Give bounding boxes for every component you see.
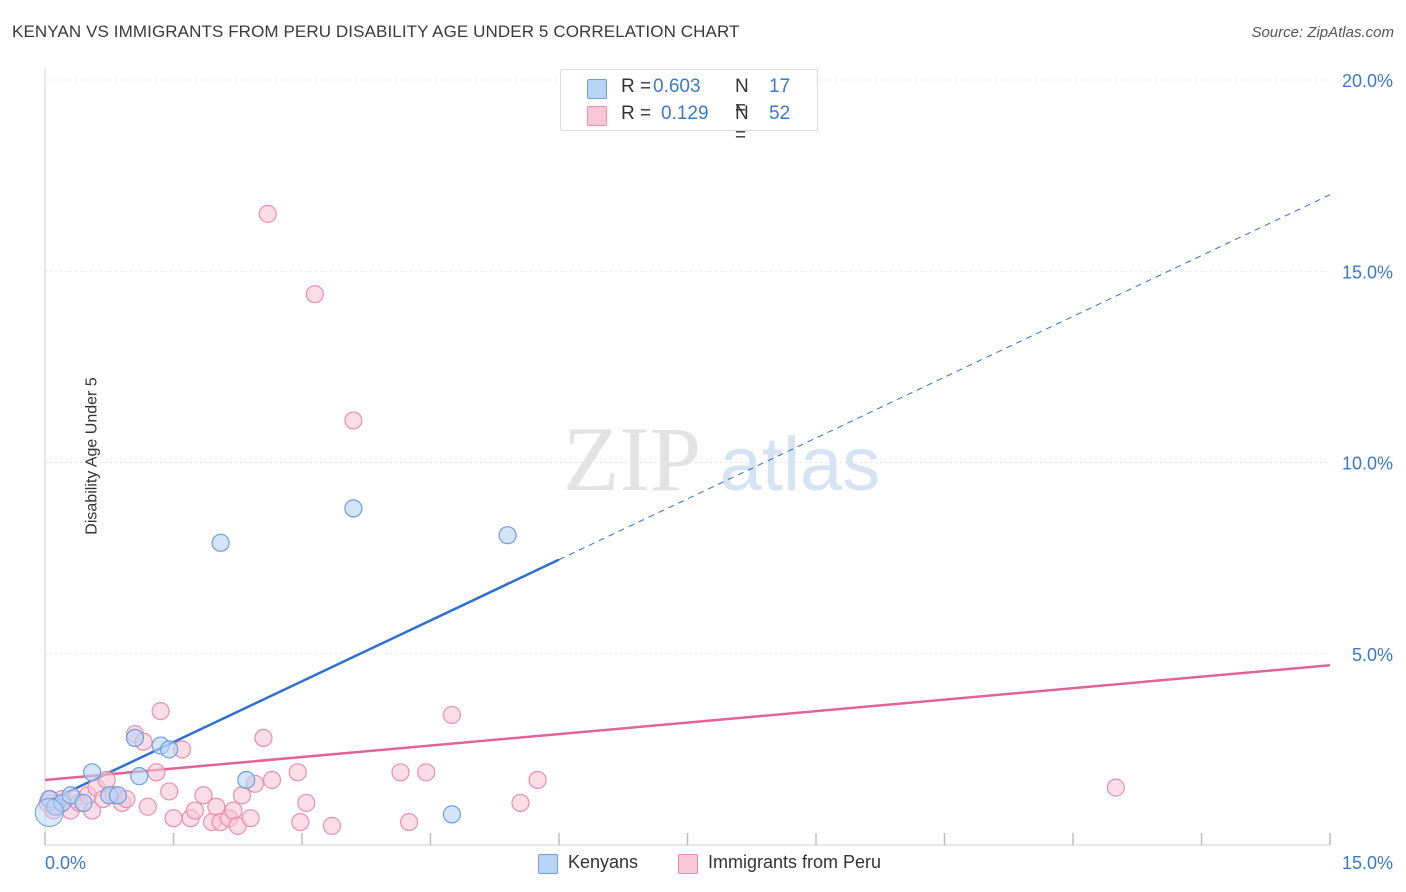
peru-point <box>442 705 462 725</box>
kenyans-point <box>34 797 64 827</box>
peru-point <box>138 797 157 816</box>
peru-swatch <box>587 106 607 126</box>
watermark-atlas: atlas <box>720 422 881 507</box>
n-label: N = <box>735 103 749 146</box>
kenyans-trend-line <box>44 558 560 805</box>
trend-lines <box>44 194 1331 805</box>
r-label: R = <box>621 103 652 124</box>
kenyans-swatch <box>587 79 607 99</box>
peru-point <box>194 786 213 805</box>
chart-title: KENYAN VS IMMIGRANTS FROM PERU DISABILIT… <box>12 22 740 41</box>
legend-label-kenyans: Kenyans <box>568 852 639 872</box>
r-value: 0.129 <box>661 103 709 124</box>
peru-point <box>147 763 166 782</box>
kenyans-swatch <box>538 854 558 874</box>
peru-trend-line <box>44 663 1331 782</box>
watermark: ZIP atlas <box>563 408 880 510</box>
kenyans-point <box>74 793 93 813</box>
watermark-zip: ZIP <box>563 408 701 510</box>
y-tick-label: 20.0% <box>1342 71 1393 91</box>
peru-point <box>241 809 260 828</box>
peru-point <box>417 763 436 782</box>
peru-point <box>262 770 282 790</box>
y-tick-label: 15.0% <box>1342 262 1393 282</box>
peru-point <box>1106 778 1125 797</box>
peru-point <box>305 285 324 304</box>
kenyans-point <box>130 767 149 786</box>
n-label: N = <box>735 76 749 119</box>
legend-label-peru: Immigrants from Peru <box>708 852 882 872</box>
y-tick-label: 10.0% <box>1342 454 1393 474</box>
peru-point <box>258 204 277 223</box>
n-value: 17 <box>769 76 791 97</box>
y-tick-label: 5.0% <box>1352 645 1393 665</box>
grid-lines <box>45 79 1330 655</box>
kenyans-point <box>498 526 517 545</box>
r-label: R = <box>621 76 652 97</box>
kenyans-point <box>442 805 462 824</box>
kenyans-point <box>237 770 256 790</box>
source-credit: Source: ZipAtlas.com <box>1251 24 1394 41</box>
peru-point <box>297 793 316 813</box>
tick-labels: 5.0% 10.0% 15.0% 20.0% 0.0% 15.0% <box>45 71 1393 873</box>
peru-swatch <box>678 854 698 874</box>
axes <box>44 68 1331 846</box>
x-tick-label: 0.0% <box>45 853 86 873</box>
peru-point <box>185 801 205 820</box>
y-axis-label: Disability Age Under 5 <box>83 377 101 535</box>
kenyans-point <box>160 740 179 759</box>
n-value: 52 <box>769 103 791 124</box>
peru-point <box>511 793 530 813</box>
peru-point <box>528 770 547 790</box>
peru-point <box>291 812 310 832</box>
peru-point <box>224 801 243 820</box>
r-value: 0.603 <box>653 76 701 97</box>
peru-point <box>399 812 419 832</box>
peru-point <box>160 782 179 801</box>
kenyans-point <box>125 728 145 748</box>
peru-point <box>164 809 183 828</box>
correlation-legend: R = 0.603 N = 17 R = 0.129 N = 52 <box>560 69 818 146</box>
kenyans-point <box>211 533 230 552</box>
peru-point <box>288 763 307 782</box>
kenyans-point <box>83 763 102 782</box>
kenyans-point <box>344 499 363 518</box>
data-points <box>34 204 1125 835</box>
peru-point <box>391 763 410 782</box>
peru-point <box>151 702 170 721</box>
peru-point <box>254 728 273 748</box>
peru-point <box>322 816 342 835</box>
x-tick-label: 15.0% <box>1342 853 1393 873</box>
peru-point <box>344 411 363 430</box>
kenyans-point <box>108 786 127 805</box>
